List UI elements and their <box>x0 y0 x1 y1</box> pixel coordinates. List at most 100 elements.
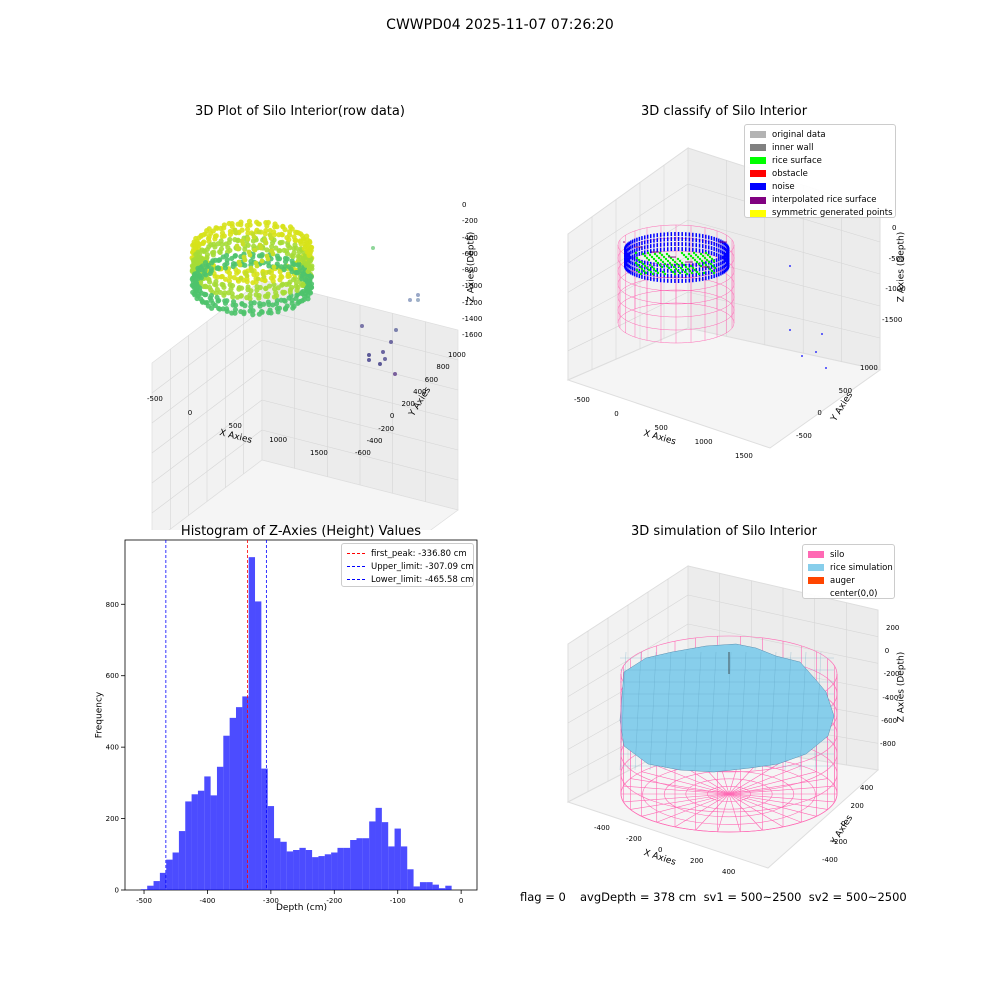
classify-noise-point <box>670 278 673 283</box>
classify-interp-point <box>706 266 708 268</box>
histogram-bar <box>185 801 192 890</box>
raw-y-tick-label: 200 <box>401 400 415 408</box>
raw-cloud-point <box>216 265 222 271</box>
histogram-bar <box>432 884 439 890</box>
classify-noise-point <box>638 241 641 246</box>
classify-noise-point <box>636 252 638 257</box>
classify-noise-point <box>724 252 727 257</box>
classify-x-tick-label: 500 <box>654 424 668 432</box>
classify-rice-point <box>692 251 696 255</box>
histogram-bar <box>362 838 370 890</box>
classify-noise-point <box>641 264 643 269</box>
raw-scatter-point <box>383 357 387 361</box>
classify-outlier-point <box>801 355 803 357</box>
raw-cloud-point <box>290 253 296 260</box>
classify-rice-point <box>703 256 707 260</box>
classify-noise-point <box>656 272 659 277</box>
classify-rice-point <box>643 264 647 268</box>
sim-silo-floor-spoke <box>623 793 730 803</box>
classify-noise-point <box>663 232 665 237</box>
classify-interp-point <box>691 261 693 263</box>
classify-noise-point <box>705 239 707 244</box>
classify-noise-point <box>626 267 628 272</box>
classify-noise-point <box>692 278 694 283</box>
classify-noise-point <box>659 268 662 273</box>
classify-interp-point <box>670 256 672 258</box>
classify-noise-point <box>692 237 694 242</box>
classify-noise-point <box>627 252 629 257</box>
raw-z-tick-label: -1600 <box>462 331 483 339</box>
raw-cloud-point <box>235 238 241 244</box>
classify-x-tick-label: 0 <box>614 410 619 418</box>
classify-rice-point <box>641 252 645 256</box>
classify-noise-point <box>718 272 720 277</box>
raw-cloud-point <box>265 219 271 226</box>
classify-noise-point <box>666 237 669 242</box>
classify-noise-point <box>698 243 701 248</box>
raw-cloud-point <box>197 272 203 279</box>
classify-noise-point <box>708 245 710 250</box>
classify-rice-point <box>704 251 708 255</box>
classify-noise-point <box>685 278 687 283</box>
classify-rice-point <box>663 262 667 266</box>
classify-noise-point <box>677 242 680 247</box>
classify-noise-point <box>626 253 628 258</box>
classify-rice-point <box>710 269 714 273</box>
raw-cloud-point <box>281 267 287 273</box>
raw-cloud-point <box>263 240 269 246</box>
classify-rice-point <box>637 270 641 274</box>
raw-cloud-point <box>227 282 233 288</box>
classify-noise-point <box>713 241 715 246</box>
histogram-x-tick-label: -300 <box>263 897 279 905</box>
raw-cloud-point <box>261 274 267 280</box>
histogram-bar <box>248 557 256 890</box>
classify-noise-point <box>630 240 632 245</box>
raw-cloud-point <box>305 268 311 274</box>
classify-noise-point <box>685 273 687 278</box>
raw-cloud-point <box>308 274 315 280</box>
raw-cloud-point <box>301 296 307 303</box>
histogram-bar <box>305 850 313 890</box>
raw-cloud-point <box>211 241 217 247</box>
classify-x-tick-label: 1000 <box>694 438 713 446</box>
classify-noise-point <box>659 247 662 252</box>
histogram-title: Histogram of Z-Axies (Height) Values <box>180 524 422 539</box>
classify-noise-point <box>705 234 707 239</box>
classify-noise-point <box>646 261 649 266</box>
sim-silo-floor-spoke <box>641 771 730 795</box>
histogram-y-tick-label: 200 <box>106 815 119 823</box>
histogram-x-tick-label: -100 <box>390 897 406 905</box>
classify-noise-point <box>663 242 665 247</box>
classify-noise-point <box>641 236 643 241</box>
classify-noise-point <box>646 249 649 254</box>
classify-rice-point <box>681 268 685 272</box>
raw-scatter-point <box>371 246 375 250</box>
sim-y-tick-label: -200 <box>831 838 848 846</box>
raw-cloud-point <box>239 227 245 233</box>
raw-cloud-point <box>266 301 272 308</box>
classify-noise-point <box>633 267 636 272</box>
classify-rice-point <box>696 255 700 259</box>
legend-swatch <box>808 551 824 559</box>
classify-rice-point <box>645 266 649 270</box>
classify-noise-point <box>721 240 724 245</box>
classify-noise-point <box>641 241 643 246</box>
raw-cloud-point <box>278 297 284 303</box>
histogram-bar <box>280 841 287 890</box>
histogram-bar <box>331 852 338 890</box>
histogram-bar <box>324 854 332 890</box>
raw-cloud-point <box>254 284 260 290</box>
classify-noise-point <box>720 239 722 244</box>
histogram-frame <box>124 539 478 891</box>
raw-cloud-point <box>256 221 262 227</box>
raw-cloud-point <box>217 306 223 312</box>
raw-cloud-point <box>223 252 230 259</box>
raw-cloud-point <box>274 224 280 230</box>
classify-noise-point <box>681 242 683 247</box>
classify-noise-point <box>656 277 659 282</box>
classify-interp-point <box>721 241 723 243</box>
raw-cloud-point <box>238 308 244 315</box>
raw-cloud-point <box>245 242 251 248</box>
classify-noise-point <box>702 234 704 239</box>
classify-noise-point <box>646 244 649 249</box>
